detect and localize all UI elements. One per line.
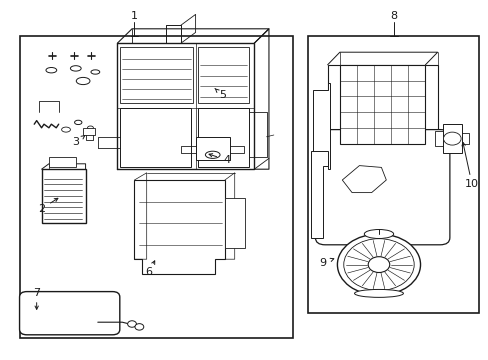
Bar xyxy=(120,47,193,103)
Polygon shape xyxy=(327,65,437,146)
Ellipse shape xyxy=(91,70,100,74)
Text: 4: 4 xyxy=(224,155,230,165)
Bar xyxy=(120,108,190,167)
Text: 9: 9 xyxy=(319,258,325,268)
Text: 10: 10 xyxy=(464,179,478,189)
Bar xyxy=(198,108,249,167)
Ellipse shape xyxy=(70,66,81,71)
Polygon shape xyxy=(310,151,327,238)
Bar xyxy=(307,36,478,313)
Text: 1: 1 xyxy=(131,11,138,21)
Ellipse shape xyxy=(205,151,220,158)
Circle shape xyxy=(127,321,136,327)
Bar xyxy=(442,124,461,153)
Text: 6: 6 xyxy=(145,267,152,277)
Bar xyxy=(49,157,76,167)
FancyBboxPatch shape xyxy=(315,130,449,245)
Text: 5: 5 xyxy=(219,90,225,100)
Polygon shape xyxy=(342,166,386,193)
Circle shape xyxy=(135,324,143,330)
Bar xyxy=(339,65,425,144)
Ellipse shape xyxy=(74,120,82,125)
Circle shape xyxy=(443,132,460,145)
Bar xyxy=(224,198,244,248)
Text: 2: 2 xyxy=(38,204,45,214)
Ellipse shape xyxy=(76,77,90,85)
Text: 3: 3 xyxy=(72,137,79,147)
Bar xyxy=(198,47,249,103)
Circle shape xyxy=(367,257,389,273)
Polygon shape xyxy=(134,180,224,274)
Polygon shape xyxy=(312,83,329,169)
Ellipse shape xyxy=(364,230,393,239)
Ellipse shape xyxy=(61,127,70,132)
Bar xyxy=(20,36,293,338)
Bar xyxy=(41,169,85,223)
Text: 8: 8 xyxy=(389,11,396,21)
Bar xyxy=(83,128,95,135)
Ellipse shape xyxy=(87,126,93,130)
Ellipse shape xyxy=(354,289,403,297)
Bar xyxy=(195,137,229,160)
Text: 7: 7 xyxy=(33,288,40,298)
Ellipse shape xyxy=(46,68,57,73)
FancyBboxPatch shape xyxy=(20,292,120,335)
Circle shape xyxy=(343,239,413,291)
Circle shape xyxy=(337,234,420,295)
